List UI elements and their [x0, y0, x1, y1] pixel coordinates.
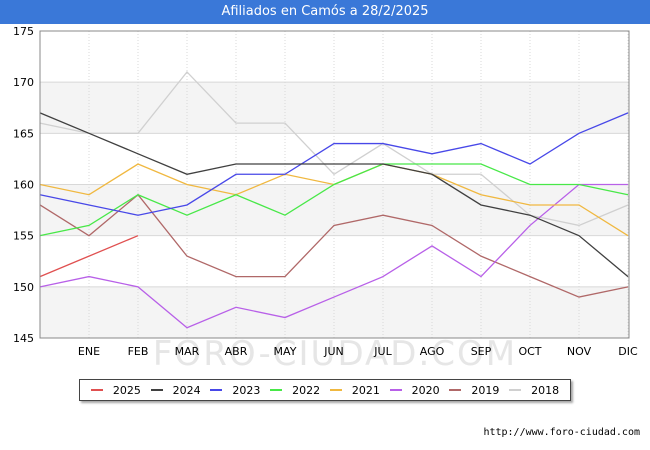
- y-tick-label: 155: [13, 230, 34, 243]
- x-tick-label: JUN: [323, 345, 344, 358]
- x-tick-label: ENE: [78, 345, 100, 358]
- x-tick-label: DIC: [618, 345, 638, 358]
- legend-item-2025: 2025: [90, 383, 141, 397]
- legend-label: 2022: [292, 383, 321, 397]
- x-tick-label: FEB: [128, 345, 149, 358]
- legend-swatch: [449, 389, 462, 391]
- legend-item-2023: 2023: [210, 384, 260, 397]
- legend-swatch: [270, 389, 283, 391]
- series-line-2022: [39, 163, 629, 237]
- legend-label: 2021: [351, 383, 380, 397]
- legend-swatch: [150, 389, 163, 391]
- legend-item-2018: 2018: [509, 384, 559, 397]
- x-tick-label: MAR: [175, 345, 200, 358]
- x-tick-label: SEP: [471, 345, 492, 358]
- series-line-2024: [39, 112, 629, 278]
- legend-label: 2023: [232, 383, 261, 397]
- x-tick-label: OCT: [518, 345, 541, 358]
- background-band: [40, 286, 629, 338]
- x-tick-label: AGO: [420, 345, 445, 358]
- background-band: [40, 31, 629, 83]
- y-tick-label: 150: [13, 281, 34, 294]
- y-tick-label: 165: [13, 127, 34, 140]
- background-band: [40, 82, 629, 134]
- source-url[interactable]: http://www.foro-ciudad.com: [483, 427, 640, 438]
- legend-label: 2018: [531, 383, 560, 397]
- legend-item-2021: 2021: [329, 383, 380, 397]
- legend-swatch: [509, 389, 522, 391]
- x-axis-tick-labels: ENE FEB MAR ABR MAY JUN JUL AGO SEP OCT NOV DIC: [78, 345, 638, 358]
- legend-label: 2025: [112, 383, 141, 397]
- legend: 2025 2024 2023 2022 2021 2020 2019 2018: [79, 379, 571, 401]
- background-band: [40, 184, 629, 236]
- legend-swatch: [90, 389, 103, 391]
- legend-label: 2024: [172, 383, 201, 397]
- series-lines: [39, 70, 629, 329]
- legend-item-2019: 2019: [449, 384, 499, 397]
- y-tick-label: 175: [13, 25, 34, 38]
- legend-label: 2019: [471, 383, 500, 397]
- series-line-2023: [39, 112, 629, 216]
- x-tick-label: ABR: [225, 345, 248, 358]
- chart-title: Afiliados en Camós a 28/2/2025: [0, 0, 650, 24]
- background-band: [40, 235, 629, 287]
- plot-area: [39, 30, 630, 339]
- y-tick-label: 160: [13, 179, 34, 192]
- legend-item-2022: 2022: [270, 384, 320, 397]
- x-tick-label: JUL: [373, 345, 392, 358]
- series-line-2020: [39, 183, 628, 329]
- legend-swatch: [329, 389, 342, 391]
- watermark: FORO-CIUDAD.COM: [153, 334, 517, 374]
- x-tick-label: MAY: [274, 345, 297, 358]
- x-tick-label: NOV: [567, 345, 592, 358]
- series-line-2025: [39, 235, 139, 278]
- y-tick-label: 145: [13, 332, 34, 345]
- legend-item-2024: 2024: [150, 383, 201, 397]
- legend-swatch: [389, 389, 402, 391]
- y-tick-label: 170: [13, 76, 34, 89]
- legend-swatch: [210, 389, 223, 391]
- legend-label: 2020: [411, 383, 440, 397]
- legend-item-2020: 2020: [389, 383, 440, 397]
- y-axis-tick-labels: 145 150 155 160 165 170 175: [13, 25, 34, 345]
- background-band: [40, 133, 629, 185]
